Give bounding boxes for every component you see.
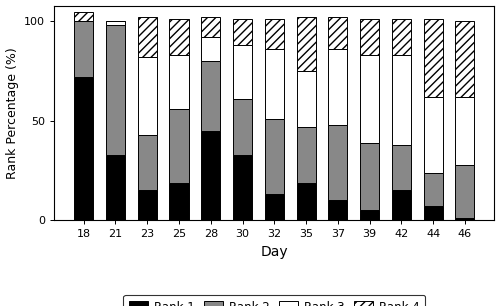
Bar bbox=[296, 17, 316, 71]
Bar bbox=[296, 127, 316, 183]
Bar bbox=[360, 143, 379, 211]
Bar bbox=[360, 20, 379, 55]
Bar bbox=[424, 20, 442, 97]
Bar bbox=[265, 49, 284, 119]
Bar bbox=[138, 57, 156, 135]
Bar bbox=[233, 20, 252, 45]
Bar bbox=[233, 45, 252, 99]
Bar bbox=[424, 97, 442, 173]
Bar bbox=[360, 55, 379, 143]
Bar bbox=[106, 25, 125, 155]
Legend: Rank 1, Rank 2, Rank 3, Rank 4: Rank 1, Rank 2, Rank 3, Rank 4 bbox=[123, 295, 426, 306]
Bar bbox=[296, 183, 316, 220]
Bar bbox=[456, 165, 474, 218]
Bar bbox=[392, 145, 411, 191]
Bar bbox=[456, 97, 474, 165]
Bar bbox=[138, 17, 156, 57]
Bar bbox=[170, 109, 188, 183]
Bar bbox=[392, 191, 411, 220]
Bar bbox=[201, 61, 220, 131]
Bar bbox=[360, 211, 379, 220]
Bar bbox=[456, 21, 474, 97]
Bar bbox=[424, 173, 442, 207]
Bar bbox=[138, 191, 156, 220]
Bar bbox=[265, 119, 284, 195]
Bar bbox=[296, 71, 316, 127]
Bar bbox=[328, 49, 347, 125]
Bar bbox=[201, 131, 220, 220]
Bar bbox=[170, 20, 188, 55]
Bar bbox=[170, 183, 188, 220]
Y-axis label: Rank Percentage (%): Rank Percentage (%) bbox=[6, 47, 18, 179]
Bar bbox=[265, 195, 284, 220]
Bar bbox=[233, 99, 252, 155]
Bar bbox=[392, 20, 411, 55]
Bar bbox=[456, 218, 474, 220]
Bar bbox=[328, 200, 347, 220]
Bar bbox=[201, 37, 220, 61]
Bar bbox=[170, 55, 188, 109]
Bar bbox=[392, 55, 411, 145]
Bar bbox=[424, 207, 442, 220]
Bar bbox=[328, 17, 347, 49]
Bar bbox=[106, 21, 125, 25]
Bar bbox=[106, 155, 125, 220]
Bar bbox=[265, 20, 284, 49]
X-axis label: Day: Day bbox=[260, 245, 288, 259]
Bar bbox=[201, 17, 220, 37]
Bar bbox=[233, 155, 252, 220]
Bar bbox=[138, 135, 156, 191]
Bar bbox=[74, 12, 93, 21]
Bar bbox=[74, 21, 93, 77]
Bar bbox=[74, 77, 93, 220]
Bar bbox=[328, 125, 347, 200]
